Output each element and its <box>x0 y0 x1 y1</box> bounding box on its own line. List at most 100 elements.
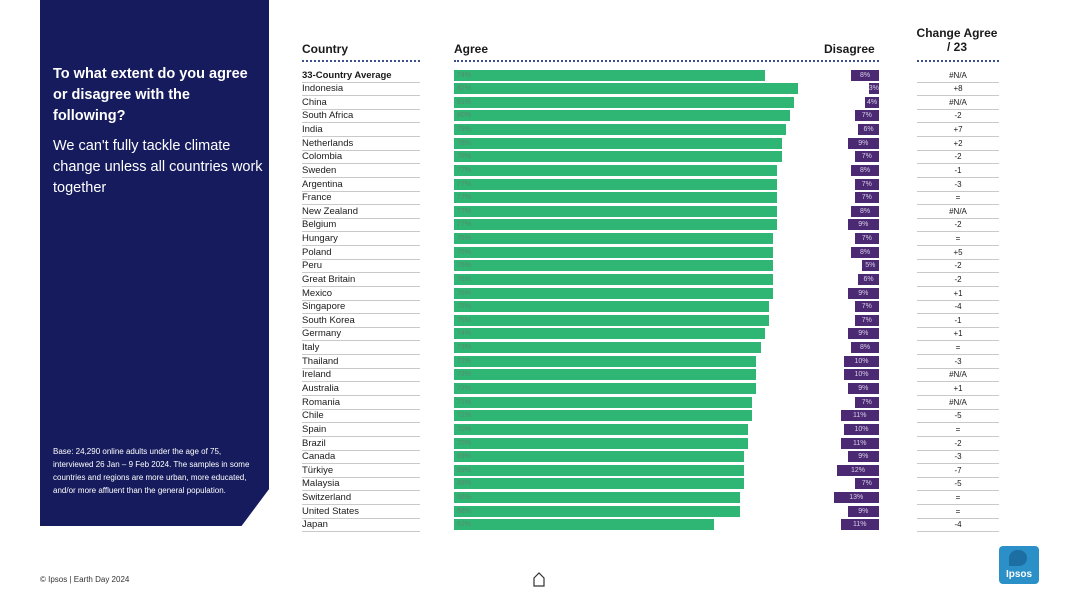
chart-row: India 79% 6% +7 <box>0 123 1080 138</box>
disagree-value-label: 11% <box>853 412 867 420</box>
country-label: Chile <box>302 409 420 424</box>
statement-text: We can't fully tackle climate change unl… <box>53 138 263 196</box>
country-label: France <box>302 191 420 206</box>
country-label: Brazil <box>302 437 420 451</box>
country-label: Argentina <box>302 178 420 192</box>
disagree-value-label: 10% <box>854 357 869 365</box>
logo-shape <box>1009 550 1027 566</box>
disagree-value-label: 4% <box>866 98 878 106</box>
agree-bar <box>454 287 774 299</box>
change-value: -2 <box>917 437 999 451</box>
agree-value-label: 71% <box>457 412 472 420</box>
chart-row: Great Britain 76% 6% -2 <box>0 273 1080 287</box>
disagree-value-label: 10% <box>854 425 869 433</box>
country-label: Netherlands <box>302 137 420 151</box>
chart-row: France 77% 7% = <box>0 191 1080 206</box>
chart-row: Japan 62% 11% -4 <box>0 518 1080 533</box>
disagree-bar <box>868 83 879 95</box>
chart-row: Mexico 76% 9% +1 <box>0 287 1080 301</box>
change-value: +8 <box>917 82 999 97</box>
chart-row: Malaysia 69% 7% -5 <box>0 477 1080 492</box>
agree-bar <box>454 396 753 408</box>
chart-row: Canada 69% 9% -3 <box>0 450 1080 465</box>
agree-value-label: 62% <box>457 521 472 529</box>
country-label: Mexico <box>302 287 420 301</box>
agree-value-label: 72% <box>457 371 472 379</box>
bars-header-rule <box>454 60 879 62</box>
agree-bar <box>454 192 778 204</box>
change-value: #N/A <box>917 205 999 219</box>
country-label: Colombia <box>302 150 420 165</box>
disagree-bar <box>858 273 879 285</box>
change-value: +5 <box>917 246 999 260</box>
disagree-bar <box>854 301 879 313</box>
change-value: = <box>917 505 999 519</box>
disagree-value-label: 7% <box>861 153 872 161</box>
question-panel: To what extent do you agree or disagree … <box>40 0 269 526</box>
disagree-bar <box>844 369 879 381</box>
chart-row: Ireland 72% 10% #N/A <box>0 368 1080 383</box>
disagree-value-label: 8% <box>859 207 871 215</box>
change-value: -7 <box>917 464 999 478</box>
agree-value-label: 68% <box>457 494 472 502</box>
agree-header: Agree <box>454 42 489 56</box>
change-value: -3 <box>917 450 999 465</box>
country-label: Sweden <box>302 164 420 178</box>
disagree-bar <box>851 246 879 258</box>
agree-bar <box>454 110 790 122</box>
agree-value-label: 72% <box>457 357 472 365</box>
chart-row: Spain 70% 10% = <box>0 423 1080 437</box>
agree-value-label: 75% <box>457 303 472 311</box>
disagree-bar <box>854 478 879 490</box>
country-label: South Korea <box>302 314 420 328</box>
disagree-value-label: 7% <box>861 398 872 406</box>
country-label: Australia <box>302 382 420 396</box>
disagree-bar <box>854 178 879 190</box>
disagree-bar <box>847 219 879 231</box>
agree-value-label: 76% <box>457 262 472 270</box>
agree-value-label: 72% <box>457 384 472 392</box>
disagree-value-label: 11% <box>853 521 867 529</box>
agree-bar <box>454 328 765 340</box>
agree-bar <box>454 478 744 490</box>
change-value: +7 <box>917 123 999 138</box>
chart-row: Singapore 75% 7% -4 <box>0 300 1080 315</box>
agree-bar <box>454 83 799 95</box>
chart-row: United States 68% 9% = <box>0 505 1080 519</box>
chart-row: Australia 72% 9% +1 <box>0 382 1080 396</box>
agree-bar <box>454 342 761 354</box>
disagree-value-label: 8% <box>859 166 871 174</box>
change-value: -3 <box>917 355 999 369</box>
country-label: South Africa <box>302 109 420 124</box>
agree-bar <box>454 205 778 217</box>
chart-row: 33-Country Average 74% 8% #N/A <box>0 69 1080 83</box>
change-value: -2 <box>917 150 999 165</box>
country-label: Italy <box>302 341 420 356</box>
chart-row: Chile 71% 11% -5 <box>0 409 1080 424</box>
country-label: China <box>302 96 420 110</box>
disagree-header: Disagree <box>824 42 875 56</box>
disagree-bar <box>847 505 879 517</box>
agree-bar <box>454 164 778 176</box>
disagree-bar <box>833 492 879 504</box>
base-note: Base: 24,290 online adults under the age… <box>53 447 250 495</box>
agree-bar <box>454 314 769 326</box>
change-value: -4 <box>917 518 999 533</box>
agree-value-label: 77% <box>457 207 472 215</box>
agree-value-label: 78% <box>457 153 472 161</box>
disagree-value-label: 11% <box>853 439 867 447</box>
disagree-bar <box>858 124 879 136</box>
disagree-value-label: 3% <box>868 85 879 93</box>
agree-bar <box>454 178 778 190</box>
change-value: -2 <box>917 109 999 124</box>
chart-row: Italy 73% 8% = <box>0 341 1080 356</box>
ipsos-logo: Ipsos <box>999 546 1039 584</box>
country-label: Germany <box>302 327 420 342</box>
agree-value-label: 79% <box>457 126 472 134</box>
disagree-value-label: 7% <box>861 235 872 243</box>
agree-value-label: 75% <box>457 316 472 324</box>
disagree-bar <box>847 328 879 340</box>
country-label: Switzerland <box>302 491 420 506</box>
home-icon[interactable] <box>532 570 546 588</box>
agree-value-label: 73% <box>457 344 472 352</box>
